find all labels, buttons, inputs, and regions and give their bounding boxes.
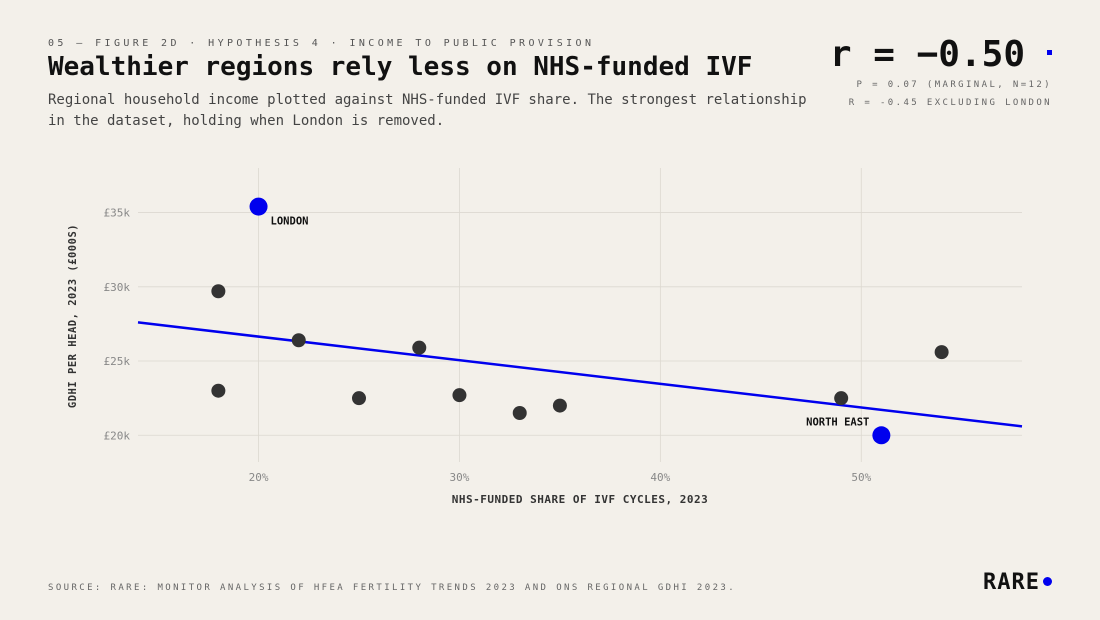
figure-eyebrow: 05 — FIGURE 2D · HYPOTHESIS 4 · INCOME T… bbox=[48, 38, 595, 49]
data-point bbox=[552, 398, 567, 413]
data-point bbox=[291, 333, 306, 348]
page-subtitle: Regional household income plotted agains… bbox=[48, 92, 807, 129]
data-point bbox=[211, 284, 226, 299]
data-points bbox=[211, 197, 949, 445]
page-title: Wealthier regions rely less on NHS-funde… bbox=[48, 52, 753, 82]
data-point bbox=[211, 383, 226, 398]
data-point bbox=[412, 340, 427, 355]
y-axis-label: GDHI PER HEAD, 2023 (£000S) bbox=[67, 224, 79, 408]
data-point bbox=[452, 388, 467, 403]
data-point bbox=[352, 391, 366, 406]
x-tick-label: 30% bbox=[450, 471, 470, 484]
point-label: LONDON bbox=[271, 216, 309, 228]
scatter-chart: 20% 30% 40% 50% £20k £25k £30k £35k LONDON NORTH … bbox=[67, 168, 1023, 506]
y-tick-label: £25k bbox=[104, 355, 131, 368]
source-note: SOURCE: RARE: MONITOR ANALYSIS OF HFEA F… bbox=[48, 583, 737, 593]
correlation-value: r = −0.50 bbox=[829, 34, 1025, 75]
data-point bbox=[512, 406, 527, 420]
brand-logo: RARE bbox=[983, 570, 1052, 595]
chart-grid bbox=[138, 168, 1022, 462]
accent-dot-icon bbox=[1047, 49, 1052, 55]
x-tick-label: 50% bbox=[851, 471, 871, 484]
correlation-stat: r = −0.50 P = 0.07 (MARGINAL, N=12) R = … bbox=[830, 34, 1052, 108]
x-tick-label: 40% bbox=[650, 471, 670, 484]
p-value-note: P = 0.07 (MARGINAL, N=12) bbox=[856, 80, 1052, 90]
correlation-value-row: r = −0.50 bbox=[830, 34, 1052, 76]
excluding-london-note: R = -0.45 EXCLUDING LONDON bbox=[848, 98, 1052, 108]
trendline-group bbox=[137, 321, 1023, 428]
y-tick-label: £30k bbox=[104, 281, 131, 294]
data-point bbox=[834, 391, 849, 406]
highlight-point bbox=[872, 426, 891, 445]
highlight-point bbox=[249, 197, 268, 216]
y-tick-label: £20k bbox=[104, 429, 131, 442]
x-axis-label: NHS-FUNDED SHARE OF IVF CYCLES, 2023 bbox=[452, 493, 708, 506]
tick-labels: 20% 30% 40% 50% £20k £25k £30k £35k LONDON NORTH … bbox=[104, 207, 872, 484]
x-tick-label: 20% bbox=[249, 471, 269, 484]
point-label: NORTH EAST bbox=[806, 416, 869, 428]
y-tick-label: £35k bbox=[104, 207, 131, 220]
brand-name: RARE bbox=[983, 570, 1040, 595]
brand-dot-icon bbox=[1043, 576, 1052, 586]
trendline bbox=[137, 321, 1023, 428]
data-point bbox=[934, 345, 949, 360]
